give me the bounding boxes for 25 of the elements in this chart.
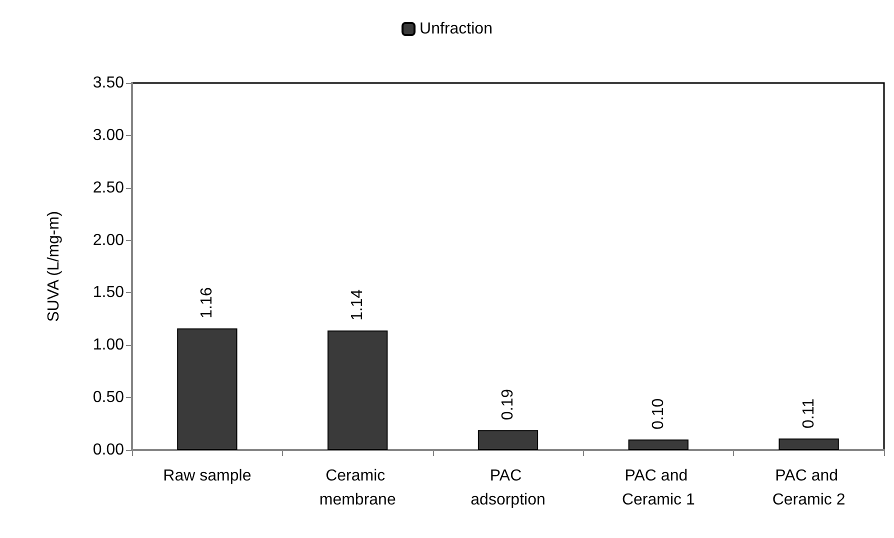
y-tick-label: 1.00: [92, 336, 124, 354]
bar: [177, 328, 238, 450]
y-tick-label: 3.50: [92, 74, 124, 92]
x-tick-label: PAC and Ceramic 1: [622, 468, 695, 508]
y-tick-label: 0.00: [92, 442, 124, 458]
x-tick-label: Raw sample: [163, 468, 252, 484]
y-tick-label: 1.50: [92, 284, 124, 302]
x-tick-label: PAC and Ceramic 2: [772, 468, 846, 508]
data-label: 0.11: [800, 398, 818, 428]
bar: [328, 330, 388, 450]
x-tick-label: Ceramic membrane: [319, 468, 396, 508]
x-tick-label: PAC adsorption: [470, 468, 546, 508]
data-label: 1.16: [198, 287, 216, 318]
data-label: 0.19: [500, 388, 516, 420]
data-label: 0.10: [650, 398, 667, 430]
y-axis-title: SUVA (L/mg-m): [46, 211, 62, 322]
y-tick-label: 0.50: [92, 389, 124, 406]
bar: [478, 430, 538, 450]
y-tick-label: 3.00: [92, 126, 124, 144]
bar: [628, 440, 688, 450]
data-label: 1.14: [349, 289, 366, 320]
legend-label: Unfraction: [420, 20, 492, 38]
bar: [778, 438, 839, 450]
y-tick-label: 2.50: [92, 179, 124, 196]
y-tick-label: 2.00: [92, 232, 124, 249]
